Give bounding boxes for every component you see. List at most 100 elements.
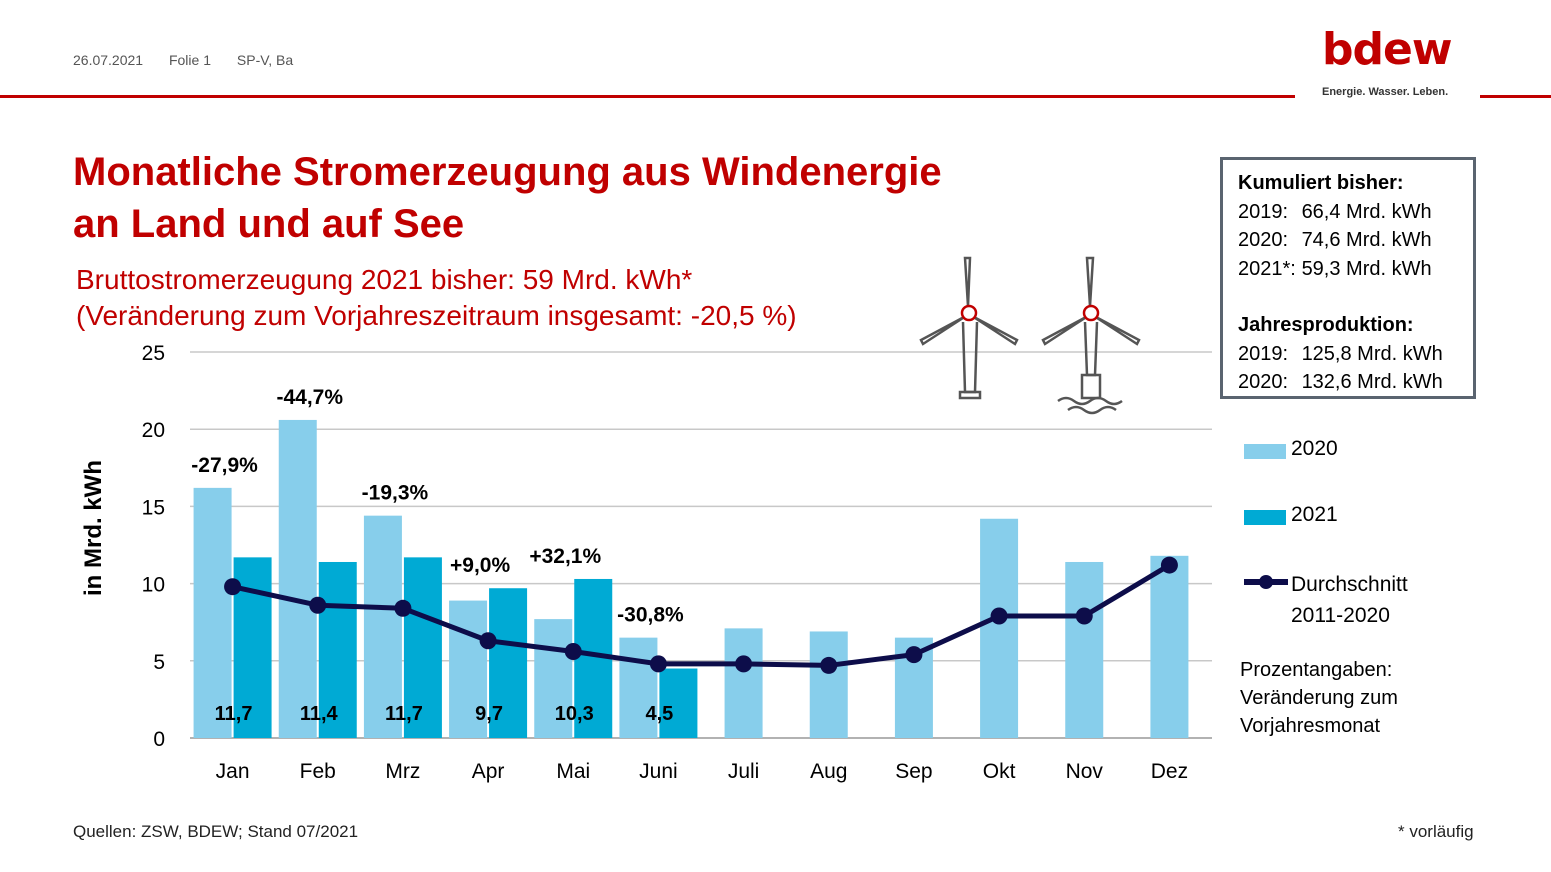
logo-tagline: Energie. Wasser. Leben. — [1322, 86, 1449, 98]
offshore-turbine-icon — [1041, 256, 1141, 415]
cumulative-row: 2020: 74,6 Mrd. kWh — [1238, 226, 1473, 255]
row-value: 125,8 Mrd. kWh — [1301, 342, 1443, 365]
row-year: 2020: — [1238, 229, 1289, 251]
bar-2020 — [980, 518, 1019, 738]
bar-2021 — [659, 668, 698, 738]
annual-row: 2020: 132,6 Mrd. kWh — [1238, 368, 1473, 397]
average-point — [649, 655, 667, 673]
average-point — [820, 656, 838, 674]
y-tick-label: 10 — [142, 574, 165, 597]
average-point — [1160, 556, 1178, 574]
x-tick-label: Mrz — [385, 760, 420, 783]
legend-label-2021: 2021 — [1291, 503, 1338, 526]
percent-note: Prozentangaben: Veränderung zum Vorjahre… — [1240, 656, 1398, 740]
date-label: 26.07.2021 — [73, 52, 144, 68]
row-year: 2020: — [1238, 371, 1289, 393]
row-value: 66,4 Mrd. kWh — [1301, 200, 1432, 223]
note-line-2: Veränderung zum — [1240, 687, 1398, 709]
author-label: SP-V, Ba — [236, 52, 294, 68]
x-tick-label: Juni — [639, 760, 678, 783]
header-rule-left — [0, 95, 1295, 98]
subtitle-line-2: (Veränderung zum Vorjahreszeitraum insge… — [76, 300, 797, 331]
cumulative-row: 2021*: 59,3 Mrd. kWh — [1238, 255, 1473, 284]
average-point — [224, 578, 242, 596]
x-tick-label: Dez — [1151, 760, 1188, 783]
data-label-2021: 9,7 — [475, 703, 503, 725]
average-polyline — [232, 562, 1171, 668]
percent-label: +9,0% — [450, 554, 510, 577]
annual-heading: Jahresproduktion: — [1238, 314, 1414, 336]
data-label-2021: 4,5 — [646, 703, 674, 725]
cumulative-row: 2019: 66,4 Mrd. kWh — [1238, 198, 1473, 227]
data-label-2021: 11,7 — [215, 703, 253, 725]
source-footer: Quellen: ZSW, BDEW; Stand 07/2021 — [73, 822, 359, 841]
average-line — [224, 556, 1178, 674]
row-value: 59,3 Mrd. kWh — [1301, 257, 1432, 280]
header-meta: 26.07.2021 Folie 1 SP-V, Ba — [73, 52, 315, 68]
bar-2020 — [724, 628, 763, 738]
row-year: 2019: — [1238, 200, 1289, 223]
bar-2020 — [193, 487, 232, 738]
y-tick-label: 25 — [142, 342, 165, 365]
note-line-1: Prozentangaben: — [1240, 659, 1393, 681]
x-tick-label: Juli — [728, 760, 760, 783]
legend-average-line2: 2011-2020 — [1291, 604, 1390, 627]
grid-lines: 0 5 10 15 20 25 — [142, 342, 1212, 751]
legend-average-line1: Durchschnitt — [1291, 573, 1408, 596]
y-tick-label: 5 — [153, 651, 165, 674]
bars — [193, 419, 1189, 738]
bar-2020 — [278, 419, 317, 738]
x-tick-label: Sep — [895, 760, 932, 783]
x-tick-label: Nov — [1066, 760, 1104, 783]
data-label-2021: 11,7 — [385, 703, 423, 725]
average-point — [1075, 607, 1093, 625]
onshore-turbine-icon — [919, 256, 1019, 400]
percent-label: -44,7% — [276, 386, 343, 409]
row-value: 132,6 Mrd. kWh — [1301, 371, 1443, 393]
average-point — [905, 646, 923, 664]
header-rule-right — [1480, 95, 1551, 98]
cumulative-heading: Kumuliert bisher: — [1238, 172, 1404, 194]
x-tick-label: Aug — [810, 760, 847, 783]
x-tick-label: Apr — [472, 760, 505, 783]
row-value: 74,6 Mrd. kWh — [1301, 229, 1432, 251]
page-subtitle: Bruttostromerzeugung 2021 bisher: 59 Mrd… — [76, 262, 797, 334]
percent-label: -27,9% — [191, 454, 258, 477]
data-label-2021: 10,3 — [555, 703, 594, 725]
y-tick-label: 15 — [142, 496, 165, 519]
average-point — [309, 596, 327, 614]
bar-2021 — [489, 588, 528, 738]
row-year: 2021*: — [1238, 257, 1296, 280]
x-tick-label: Feb — [300, 760, 336, 783]
percent-label: -30,8% — [617, 604, 684, 627]
y-tick-label: 0 — [153, 728, 165, 751]
bar-2021 — [318, 561, 357, 738]
percent-label: +32,1% — [529, 545, 601, 568]
x-tick-label: Okt — [983, 760, 1016, 783]
bar-2020 — [363, 515, 402, 738]
percent-label: -19,3% — [362, 482, 429, 505]
average-point — [394, 599, 412, 617]
legend-swatch-2020 — [1244, 444, 1286, 459]
legend-swatch-2021 — [1244, 510, 1286, 525]
x-tick-label: Mai — [556, 760, 590, 783]
bar-2020 — [1150, 555, 1189, 738]
row-year: 2019: — [1238, 342, 1289, 365]
average-point — [990, 607, 1008, 625]
x-tick-label: Jan — [216, 760, 250, 783]
page-title: Monatliche Stromerzeugung aus Windenergi… — [73, 146, 942, 250]
y-tick-label: 20 — [142, 419, 165, 442]
legend-label-average: Durchschnitt 2011-2020 — [1291, 569, 1408, 631]
bar-2020 — [534, 619, 573, 738]
note-line-3: Vorjahresmonat — [1240, 715, 1381, 737]
bdew-logo: bdew Energie. Wasser. Leben. — [1322, 24, 1452, 99]
bar-2020 — [809, 631, 848, 738]
logo-word: bdew — [1322, 24, 1452, 75]
chart-labels: 11,7 Jan -27,9% 11,4 Feb -44,7% 11,7 Mrz -19,3% 9… — [191, 386, 1188, 783]
slide-label: Folie 1 — [168, 52, 211, 68]
data-label-2021: 11,4 — [300, 703, 339, 725]
footnote: * vorläufig — [1398, 822, 1474, 841]
average-point — [564, 643, 582, 661]
annual-row: 2019: 125,8 Mrd. kWh — [1238, 340, 1473, 369]
